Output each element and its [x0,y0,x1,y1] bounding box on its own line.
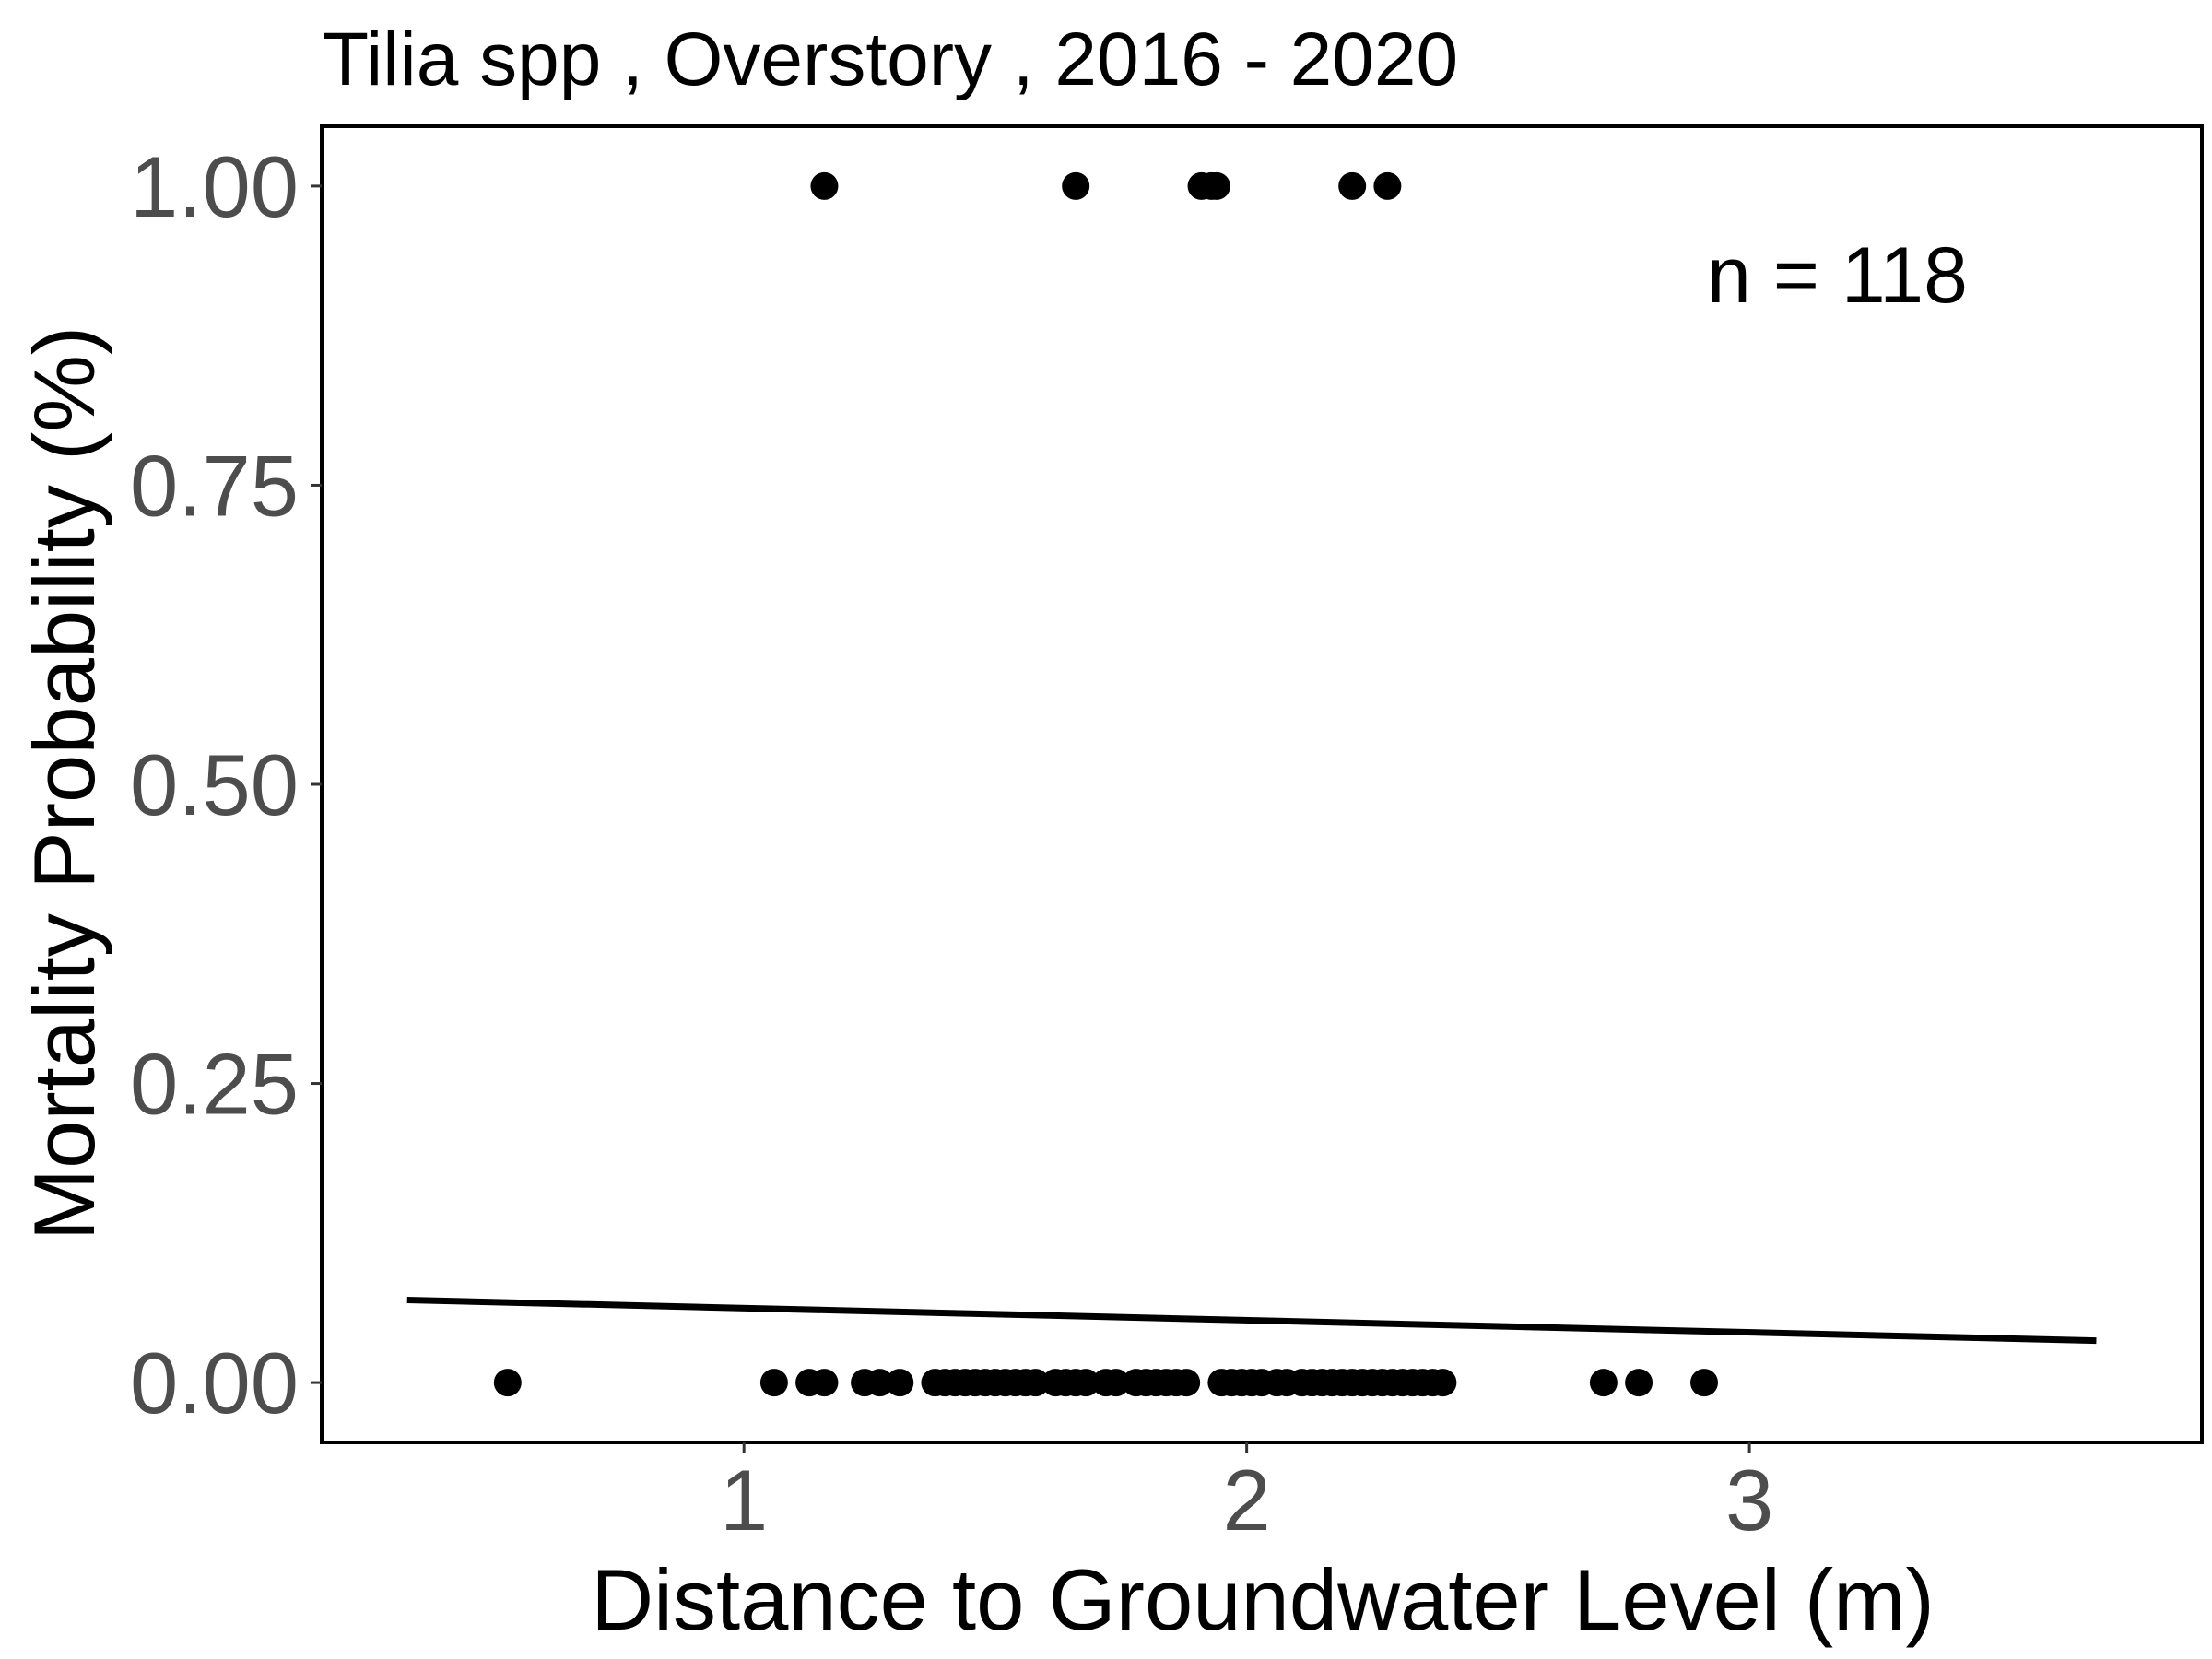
data-point [493,1369,522,1397]
fit-line [406,1297,2097,1345]
data-point [1625,1369,1653,1397]
y-tick-label: 0.75 [130,437,299,534]
y-tick-label: 0.25 [130,1036,299,1133]
data-point [1101,1369,1130,1397]
data-point [810,1369,839,1397]
fit-layer [406,1297,2097,1345]
x-axis-title: Distance to Groundwater Level (m) [591,1551,1935,1648]
data-point [810,171,839,200]
data-point [865,1369,894,1397]
sample-size-annotation: n = 118 [1707,231,1968,320]
data-point [886,1369,914,1397]
x-axis-ticks: 1 2 3 [720,1442,1773,1548]
x-tick-label: 2 [1222,1452,1270,1548]
x-tick-label: 1 [720,1452,768,1548]
data-point [1072,1369,1100,1397]
x-tick-label: 3 [1725,1452,1773,1548]
data-point [1690,1369,1718,1397]
chart-title: Tilia spp , Overstory , 2016 - 2020 [323,18,1458,101]
data-point [1429,1369,1457,1397]
y-tick-label: 1.00 [130,138,299,235]
data-point [1202,171,1230,200]
y-tick-label: 0.50 [130,736,299,833]
data-point [1062,171,1090,200]
y-axis-ticks: 0.00 0.25 0.50 0.75 1.00 [130,138,322,1431]
data-point [1021,1369,1050,1397]
data-point [1338,171,1367,200]
y-axis-title: Mortality Probability (%) [16,326,112,1241]
data-point [1373,171,1402,200]
y-tick-label: 0.00 [130,1335,299,1431]
data-point [759,1369,788,1397]
points-layer [493,171,1718,1397]
data-point [1589,1369,1618,1397]
data-point [1172,1369,1201,1397]
